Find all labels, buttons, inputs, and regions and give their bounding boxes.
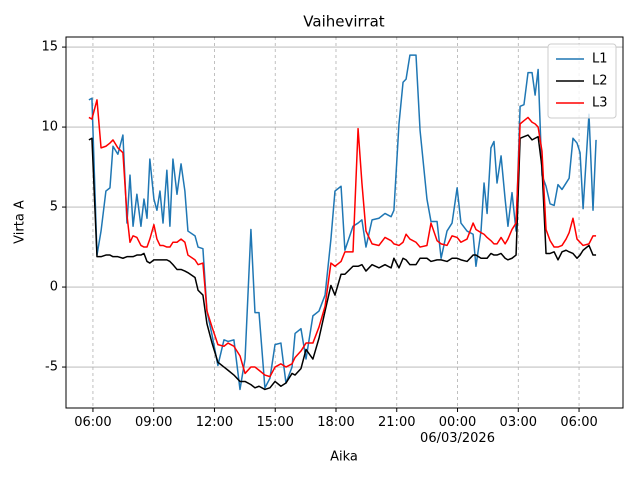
x-tick-label: 06:00: [560, 415, 597, 430]
x-tick-label: 18:00: [317, 415, 354, 430]
series-line: [88, 99, 597, 378]
x-tick-label: 15:00: [256, 415, 293, 430]
y-tick-label: 0: [50, 280, 58, 295]
plot-frame: [65, 36, 624, 409]
legend-label: L2: [592, 74, 608, 89]
y-tick-label: 15: [41, 40, 58, 55]
x-tick-label: 12:00: [196, 415, 233, 430]
x-tick-label: 06:00: [74, 415, 111, 430]
x-tick-label: 00:00 06/03/2026: [420, 415, 495, 446]
y-tick-label: 5: [50, 200, 58, 215]
x-tick-label: 21:00: [378, 415, 415, 430]
series-line: [88, 54, 597, 391]
y-axis-label: Virta A: [13, 200, 28, 244]
y-tick-label: -5: [45, 360, 58, 375]
y-tick-label: 10: [41, 120, 58, 135]
x-tick-label: 09:00: [135, 415, 172, 430]
legend-label: L3: [592, 96, 608, 111]
x-axis-label: Aika: [330, 450, 358, 465]
x-tick-label: 03:00: [500, 415, 537, 430]
legend-label: L1: [592, 52, 608, 67]
series-line: [88, 134, 597, 391]
chart-title: Vaihevirrat: [303, 13, 384, 31]
